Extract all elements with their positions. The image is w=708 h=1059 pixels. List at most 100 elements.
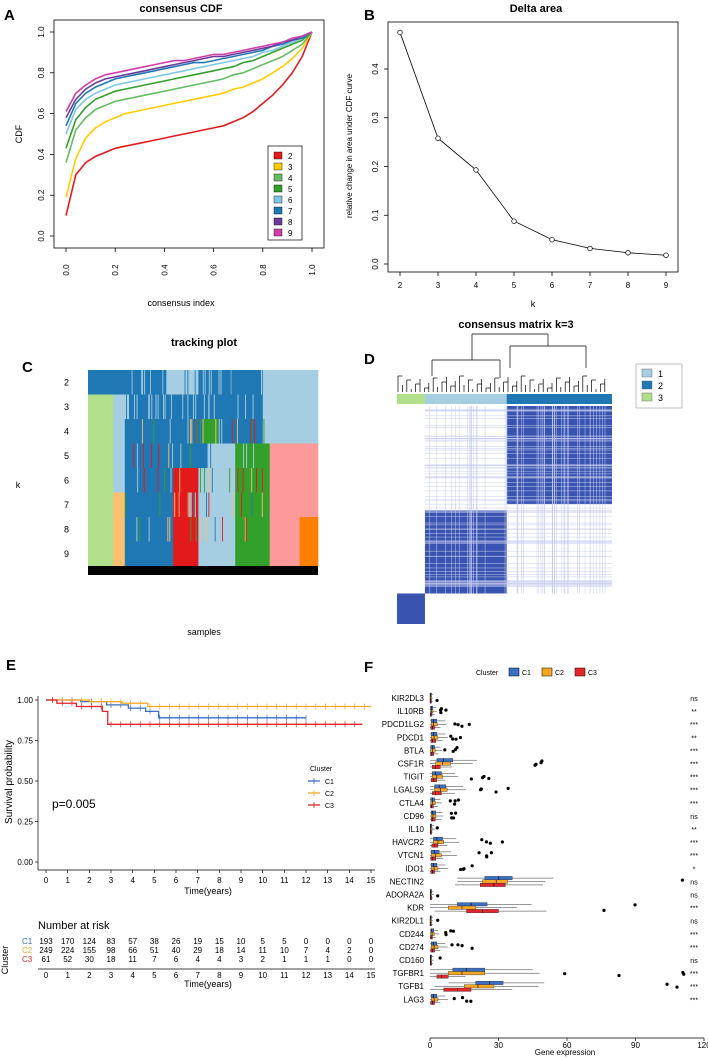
tracking-streak [190, 492, 192, 517]
tracking-streak [261, 443, 263, 468]
risk-xtick-label: 13 [323, 971, 332, 980]
risk-value: 51 [150, 946, 159, 955]
gene-significance: ** [691, 709, 697, 716]
tracking-streak [190, 492, 192, 517]
tracking-segment [198, 492, 236, 518]
risk-xtick-label: 5 [152, 971, 157, 980]
panel-a-xtick-label: 0.8 [259, 264, 268, 276]
panel-a-ytick-label: 0.0 [37, 230, 46, 242]
panel-b-xtick-label: 4 [474, 281, 479, 290]
tracking-streak [143, 468, 145, 493]
tracking-streak [142, 370, 143, 395]
gene-label: VTCN1 [398, 851, 425, 860]
panel-d-consensus-matrix: consensus matrix k=3 1 2 3 [397, 319, 683, 624]
tracking-streak [136, 394, 138, 419]
tracking-segment [173, 517, 199, 542]
panel-e-ytick-label: 0.75 [17, 737, 33, 746]
gene-label: HAVCR2 [392, 838, 424, 847]
tracking-streak [200, 517, 202, 542]
panel-e-xtick-label: 3 [109, 876, 114, 885]
gene-significance: *** [690, 840, 698, 847]
panel-b-xtick-label: 2 [398, 281, 403, 290]
tracking-streak [209, 517, 211, 542]
tracking-streak [136, 517, 138, 542]
tracking-streak [133, 394, 135, 419]
gene-label: KIR2DL3 [392, 694, 425, 703]
gene-significance: *** [690, 984, 698, 991]
box-c2 [464, 984, 495, 989]
tracking-streak [225, 394, 227, 419]
tracking-streak [178, 492, 180, 517]
panel-c-xlabel: samples [187, 627, 221, 637]
outlier-point [456, 798, 461, 802]
box-c2 [434, 787, 448, 792]
gene-label: CSF1R [398, 760, 424, 769]
tracking-streak [148, 394, 150, 419]
tracking-streak [194, 370, 196, 395]
legend-swatch-k4 [273, 173, 283, 182]
risk-value: 0 [304, 937, 309, 946]
tracking-streak [129, 443, 131, 468]
box-c2 [430, 814, 437, 818]
risk-value: 61 [42, 955, 51, 964]
tracking-streak [239, 468, 241, 493]
tracking-segment [262, 394, 319, 420]
box-c1 [430, 732, 438, 736]
panel-f-xtick-label: 30 [494, 1041, 503, 1050]
tracking-streak [142, 517, 144, 542]
tracking-streak [186, 492, 188, 517]
panel-b-ytick-label: 0.2 [371, 160, 380, 172]
risk-value: 38 [150, 937, 159, 946]
tracking-segment [219, 419, 264, 444]
tracking-streak [208, 492, 210, 517]
tracking-streak [187, 419, 189, 444]
outlier-point [452, 802, 457, 806]
risk-value: 124 [83, 937, 97, 946]
box-c2 [431, 997, 439, 1002]
risk-value: 3 [239, 955, 244, 964]
tracking-streak [201, 492, 203, 517]
panel-label-d: D [364, 351, 375, 368]
panel-b-xtick-label: 3 [436, 281, 441, 290]
tracking-streak [162, 370, 164, 395]
tracking-row-label: 8 [64, 524, 69, 534]
legend-label-k7: 7 [288, 207, 293, 216]
matrix-block-1 [424, 510, 507, 594]
tracking-streak [201, 394, 203, 419]
tracking-streak [164, 468, 166, 493]
outlier-point [539, 761, 543, 765]
gene-label: NECTIN2 [390, 877, 425, 886]
tracking-streak [205, 492, 207, 517]
panel-e-ytick-label: 0.00 [17, 858, 33, 867]
tracking-streak [174, 370, 176, 395]
delta-area-point [587, 245, 593, 252]
risk-value: 249 [39, 946, 53, 955]
panel-label-f: F [364, 659, 373, 676]
tracking-streak [229, 468, 231, 493]
tracking-streak [128, 394, 130, 419]
tracking-streak [231, 419, 233, 444]
tracking-streak [196, 419, 198, 444]
tracking-row-label: 6 [64, 475, 69, 485]
panel-e-xtick-label: 14 [345, 876, 354, 885]
risk-value: 83 [107, 937, 116, 946]
outlier-point [467, 722, 471, 726]
tracking-streak [160, 492, 162, 517]
panel-a-ytick-label: 0.2 [37, 189, 46, 201]
outlier-point [451, 749, 455, 753]
legend-swatch-c3 [574, 667, 586, 677]
panel-e-xtick-label: 8 [217, 876, 222, 885]
tracking-streak [253, 443, 255, 468]
panel-e-xtick-label: 10 [258, 876, 267, 885]
matrix-block-3 [397, 593, 425, 624]
outlier-point [438, 708, 443, 712]
risk-value: 57 [128, 937, 137, 946]
gene-significance: ns [690, 696, 698, 703]
tracking-streak [187, 492, 189, 517]
legend-label-c3: C3 [325, 803, 334, 810]
panel-e-xtick-label: 9 [239, 876, 244, 885]
outlier-point [494, 790, 498, 794]
panel-b-title: Delta area [510, 3, 563, 15]
tracking-streak [148, 394, 150, 419]
tracking-streak [174, 492, 176, 517]
